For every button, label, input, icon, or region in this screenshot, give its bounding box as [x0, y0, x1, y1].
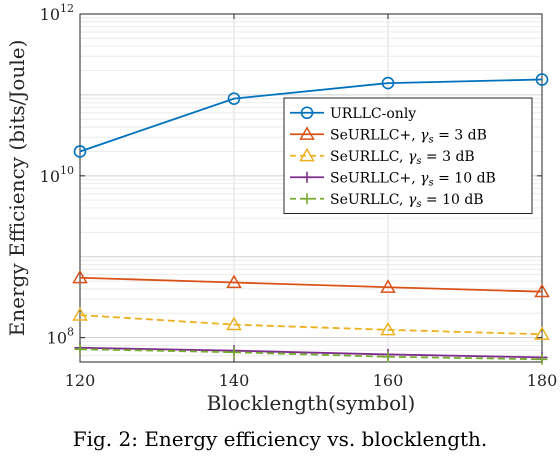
series-3: [72, 307, 550, 340]
legend-box: [283, 97, 533, 214]
y-tick-label: 1010: [40, 164, 74, 186]
data-point: [72, 307, 88, 321]
series-line: [79, 276, 543, 293]
data-series: [72, 73, 550, 365]
x-tick-label: 180: [527, 371, 558, 390]
x-axis-title: Blocklength(symbol): [207, 391, 416, 415]
data-point: [380, 279, 396, 293]
plot-frame: [79, 13, 543, 363]
series-1: [73, 73, 549, 158]
data-point: [73, 145, 87, 158]
figure-caption: Fig. 2: Energy efficiency vs. blocklengt…: [73, 427, 488, 451]
y-tick-label: 1012: [40, 2, 74, 24]
data-point: [226, 316, 242, 331]
x-tick-label: 140: [219, 371, 250, 390]
legend-entry: SeURLLC+, γs = 10 dB: [290, 170, 496, 188]
y-axis-title: Energy Efficiency (bits/Joule): [5, 40, 29, 337]
x-tick-label: 160: [373, 371, 404, 390]
series-line: [79, 348, 543, 361]
data-point: [534, 283, 550, 298]
legend-label: SeURLLC, γs = 10 dB: [330, 192, 484, 210]
legend-label: SeURLLC+, γs = 3 dB: [330, 127, 487, 145]
legend-entry: URLLC-only: [290, 106, 416, 122]
data-point: [74, 343, 86, 355]
data-point: [226, 274, 242, 289]
data-point: [228, 346, 240, 358]
legend-marker: [301, 193, 313, 205]
data-point: [535, 73, 549, 86]
series-line: [79, 78, 543, 153]
y-tick-label: 108: [47, 326, 74, 348]
legend-entry: SeURLLC+, γs = 3 dB: [290, 126, 487, 145]
legend-marker: [300, 106, 314, 120]
legend-entry: SeURLLC, γs = 3 dB: [290, 147, 475, 167]
data-point: [227, 92, 241, 105]
legend-label: SeURLLC, γs = 3 dB: [330, 149, 475, 167]
data-point: [72, 269, 88, 284]
legend-entry: SeURLLC, γs = 10 dB: [290, 192, 484, 210]
legend-marker: [299, 126, 315, 140]
series-5: [74, 343, 548, 365]
data-point: [381, 76, 395, 90]
data-point: [534, 326, 550, 340]
data-point: [380, 321, 396, 336]
series-line: [79, 314, 543, 336]
legend: URLLC-only SeURLLC+, γs = 3 dB SeURLLC, γs…: [283, 97, 533, 214]
data-point: [382, 351, 394, 363]
legend-label: SeURLLC+, γs = 10 dB: [330, 170, 496, 188]
legend-marker: [301, 171, 313, 183]
data-point: [536, 353, 548, 365]
axis-ticks: 120 140 160 180 108 1010 1012: [40, 2, 558, 390]
legend-label: URLLC-only: [330, 106, 416, 122]
series-line: [79, 346, 543, 359]
series-2: [72, 269, 550, 298]
x-tick-label: 120: [65, 371, 96, 390]
legend-marker: [299, 147, 315, 162]
